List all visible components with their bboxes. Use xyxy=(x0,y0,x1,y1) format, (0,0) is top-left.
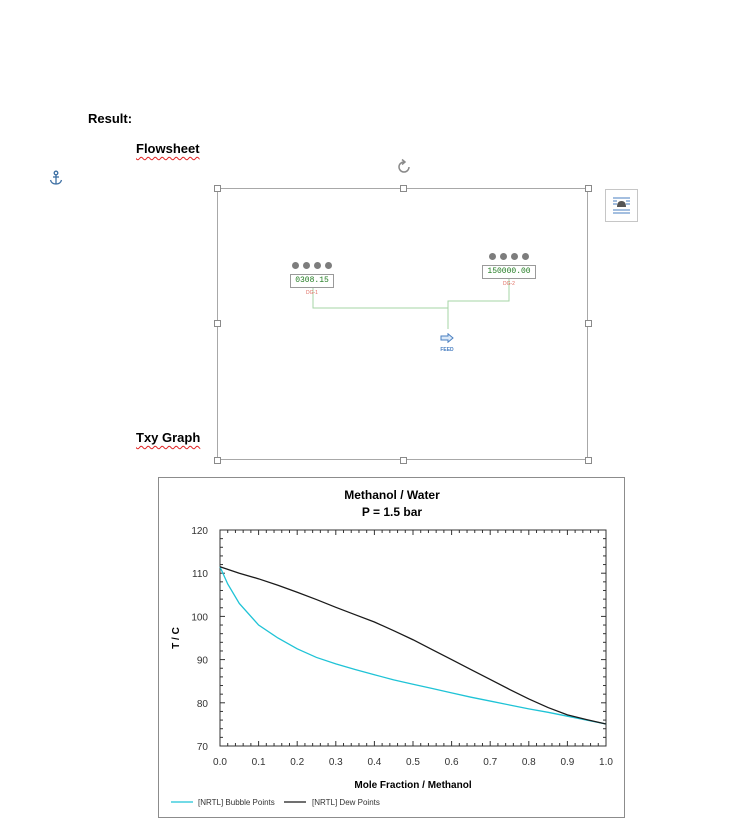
x-tick-label: 0.6 xyxy=(445,757,459,768)
y-tick-label: 70 xyxy=(197,742,209,753)
y-tick-label: 100 xyxy=(191,612,208,623)
dg1-value: 0308.15 xyxy=(290,274,334,288)
x-tick-label: 0.7 xyxy=(483,757,497,768)
x-axis-title: Mole Fraction / Methanol xyxy=(354,780,471,791)
txy-chart: Methanol / Water P = 1.5 bar 0.0 0.1 0.2 0.… xyxy=(158,477,625,818)
x-tick-label: 0.8 xyxy=(522,757,536,768)
dg2-port-icons xyxy=(473,253,545,260)
resize-handle-left[interactable] xyxy=(214,320,221,327)
result-heading: Result: xyxy=(88,111,133,126)
resize-handle-top-left[interactable] xyxy=(214,185,221,192)
dg2-block[interactable]: 150000.00 DG-2 xyxy=(473,253,545,287)
x-tick-label: 1.0 xyxy=(599,757,613,768)
layout-options-icon xyxy=(613,197,630,214)
resize-handle-bottom[interactable] xyxy=(400,457,407,464)
dg1-label: DG-1 xyxy=(306,290,318,296)
arrow-right-icon[interactable] xyxy=(440,333,454,343)
series-line-bubble-points xyxy=(219,566,607,725)
txy-graph-heading: Txy Graph xyxy=(136,430,201,445)
anchor-icon[interactable] xyxy=(48,170,64,186)
resize-handle-top[interactable] xyxy=(400,185,407,192)
chart-subtitle: P = 1.5 bar xyxy=(362,505,422,519)
resize-handle-right[interactable] xyxy=(585,320,592,327)
flowsheet-connectors xyxy=(312,277,510,329)
y-tick-labels: 70 80 90 100 110 120 xyxy=(191,526,208,753)
dg2-label: DG-2 xyxy=(503,281,515,287)
dg1-port-icons xyxy=(282,262,342,269)
legend-label: [NRTL] Dew Points xyxy=(312,798,380,807)
y-tick-label: 110 xyxy=(192,569,208,580)
x-tick-label: 0.2 xyxy=(290,757,304,768)
series-lines xyxy=(219,566,607,725)
legend: [NRTL] Bubble Points [NRTL] Dew Points xyxy=(171,798,380,807)
flowsheet-heading: Flowsheet xyxy=(136,141,200,156)
rotate-icon[interactable] xyxy=(394,157,414,177)
resize-handle-bottom-right[interactable] xyxy=(585,457,592,464)
resize-handle-top-right[interactable] xyxy=(585,185,592,192)
txy-chart-svg: Methanol / Water P = 1.5 bar 0.0 0.1 0.2 0.… xyxy=(171,488,613,807)
y-axis-title: T / C xyxy=(171,627,182,649)
x-tick-label: 0.1 xyxy=(252,757,266,768)
chart-title: Methanol / Water xyxy=(344,488,440,502)
x-tick-label: 0.5 xyxy=(406,757,420,768)
legend-label: [NRTL] Bubble Points xyxy=(198,798,275,807)
flowsheet-picture-frame[interactable] xyxy=(217,188,588,460)
x-tick-labels: 0.0 0.1 0.2 0.3 0.4 0.5 0.6 0.7 0.8 0.9 1.0 xyxy=(213,757,613,768)
y-tick-label: 120 xyxy=(191,526,208,537)
x-tick-label: 0.3 xyxy=(329,757,343,768)
dg2-value: 150000.00 xyxy=(482,265,536,279)
y-tick-label: 90 xyxy=(197,656,209,667)
resize-handle-bottom-left[interactable] xyxy=(214,457,221,464)
dg1-block[interactable]: 0308.15 DG-1 xyxy=(282,262,342,296)
feed-label: FEED xyxy=(440,347,454,353)
x-tick-label: 0.4 xyxy=(367,757,381,768)
x-tick-label: 0.9 xyxy=(560,757,574,768)
axis-ticks xyxy=(219,529,607,747)
layout-options-button[interactable] xyxy=(605,189,638,222)
x-tick-label: 0.0 xyxy=(213,757,227,768)
y-tick-label: 80 xyxy=(197,699,209,710)
series-line-dew-points xyxy=(219,566,607,725)
